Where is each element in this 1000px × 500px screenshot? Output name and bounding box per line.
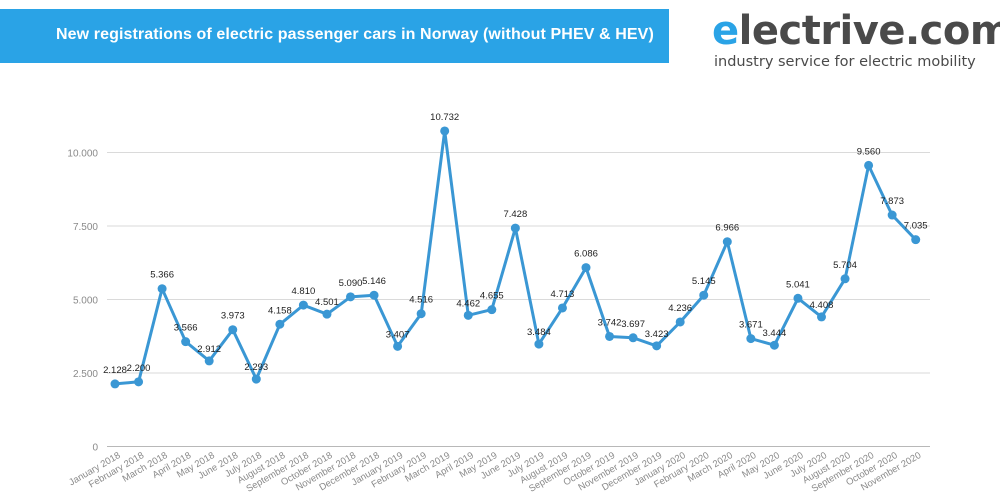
data-label: 4.655 xyxy=(480,291,504,302)
data-label: 3.484 xyxy=(527,327,551,338)
y-tick-label: 10.000 xyxy=(67,149,98,160)
data-label: 3.973 xyxy=(221,311,245,322)
data-point xyxy=(181,337,191,347)
series-line xyxy=(113,129,918,386)
data-point xyxy=(605,331,615,341)
data-label: 2.912 xyxy=(197,344,221,355)
data-label: 5.366 xyxy=(150,270,174,281)
data-label: 3.407 xyxy=(386,329,410,340)
data-point xyxy=(487,305,497,315)
data-label: 6.086 xyxy=(574,249,598,260)
data-point xyxy=(510,223,520,233)
data-label: 2.128 xyxy=(103,365,127,376)
data-point xyxy=(298,300,308,310)
data-point xyxy=(817,312,826,322)
data-point xyxy=(581,263,591,273)
title-banner: New registrations of electric passenger … xyxy=(0,9,669,63)
data-point xyxy=(911,235,921,245)
data-label: 6.966 xyxy=(715,223,739,234)
data-point xyxy=(628,333,638,343)
data-label: 4.516 xyxy=(409,295,433,306)
data-label: 2.293 xyxy=(244,362,268,373)
y-tick-label: 7.500 xyxy=(73,222,98,233)
data-label: 2.200 xyxy=(127,363,151,374)
data-point xyxy=(393,341,403,351)
data-point xyxy=(416,309,426,319)
data-label: 5.146 xyxy=(362,276,386,287)
y-tick-label: 5.000 xyxy=(73,296,98,307)
data-point xyxy=(887,210,897,220)
data-point xyxy=(346,292,355,302)
data-label: 4.236 xyxy=(668,303,692,314)
brand-logo: electrive.com industry service for elect… xyxy=(712,8,1000,70)
data-point xyxy=(557,303,567,313)
data-label: 4.501 xyxy=(315,297,339,308)
data-point xyxy=(722,237,732,247)
data-label: 3.697 xyxy=(621,319,645,330)
y-tick-label: 2.500 xyxy=(73,369,98,380)
data-label: 5.145 xyxy=(692,276,716,287)
brand-name-first: e xyxy=(712,8,739,54)
brand-name: electrive.com xyxy=(712,8,1000,54)
data-label: 5.090 xyxy=(339,278,363,289)
data-label: 7.035 xyxy=(904,221,928,232)
data-label: 3.444 xyxy=(763,328,787,339)
data-label: 4.810 xyxy=(292,286,316,297)
data-point xyxy=(864,160,874,170)
data-point xyxy=(699,290,709,300)
data-point xyxy=(534,339,544,349)
data-label: 4.408 xyxy=(810,300,834,311)
data-label: 4.158 xyxy=(268,305,292,316)
data-label: 3.742 xyxy=(598,317,622,328)
data-point xyxy=(440,126,450,136)
y-tick-label: 0 xyxy=(92,443,98,454)
data-point xyxy=(204,356,214,366)
data-point xyxy=(769,340,779,350)
chart-title: New registrations of electric passenger … xyxy=(56,26,654,43)
data-label: 4.462 xyxy=(456,298,480,309)
data-point xyxy=(463,310,473,320)
data-label: 10.732 xyxy=(430,112,459,123)
data-label: 3.423 xyxy=(645,329,669,340)
data-label: 5.041 xyxy=(786,279,810,290)
data-point xyxy=(322,309,332,319)
data-point xyxy=(157,284,167,294)
data-point xyxy=(110,379,120,389)
data-label: 3.566 xyxy=(174,323,198,334)
data-point xyxy=(251,374,261,384)
brand-tagline: industry service for electric mobility xyxy=(714,54,976,70)
data-point xyxy=(134,377,144,387)
data-point xyxy=(675,317,685,327)
data-point xyxy=(275,319,285,329)
data-point xyxy=(840,274,850,284)
data-label: 7.428 xyxy=(503,209,527,220)
data-point xyxy=(228,325,238,335)
data-label: 3.671 xyxy=(739,320,763,331)
data-point xyxy=(746,334,756,344)
data-label: 7.873 xyxy=(880,196,904,207)
brand-name-rest: lectrive.com xyxy=(738,8,1000,54)
data-point xyxy=(652,341,662,351)
data-point xyxy=(369,290,379,300)
data-point xyxy=(793,293,803,303)
data-label: 5.704 xyxy=(833,260,857,271)
data-label: 4.713 xyxy=(551,289,575,300)
data-label: 9.560 xyxy=(857,146,881,157)
